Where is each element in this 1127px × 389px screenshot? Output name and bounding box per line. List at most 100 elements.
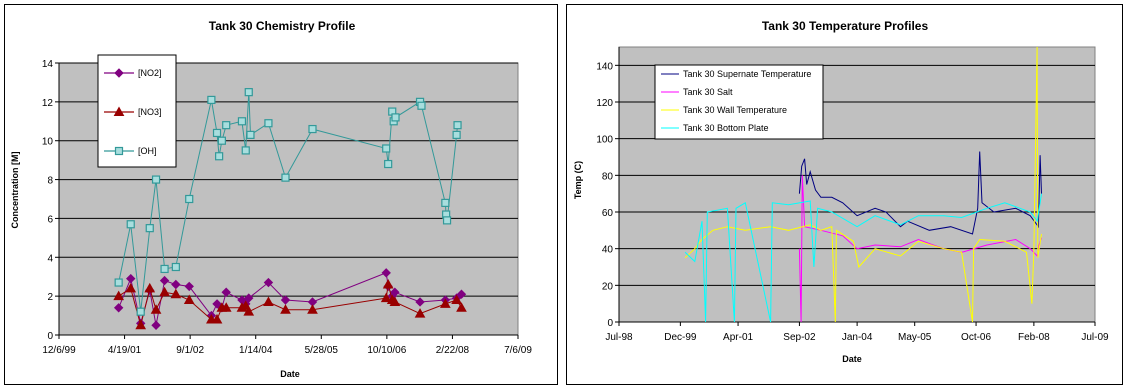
data-point <box>415 297 425 307</box>
data-point <box>241 146 250 155</box>
data-point <box>144 282 156 293</box>
data-point <box>183 294 195 305</box>
data-point <box>113 303 124 313</box>
series-line <box>798 151 1042 235</box>
data-point <box>150 304 162 314</box>
series-line <box>684 193 1042 323</box>
legend-label: [NO3] <box>138 107 162 117</box>
data-point <box>159 275 170 286</box>
y-tick-label: 140 <box>596 61 613 72</box>
y-tick-label: 2 <box>47 292 53 303</box>
y-tick-label: 12 <box>42 98 54 109</box>
chart-title: Tank 30 Chemistry Profile <box>209 19 356 33</box>
data-point <box>212 299 222 309</box>
y-tick-label: 20 <box>602 281 614 292</box>
data-point <box>456 289 467 299</box>
y-axis-label: Temp (C) <box>573 161 583 199</box>
data-point <box>136 307 145 316</box>
data-point <box>264 119 273 128</box>
data-point <box>171 279 181 290</box>
data-point <box>237 117 247 126</box>
data-point <box>417 101 426 110</box>
x-tick-label: 9/1/02 <box>176 345 204 356</box>
series-line <box>798 175 1042 323</box>
data-point <box>126 220 135 229</box>
y-tick-label: 6 <box>47 214 53 225</box>
x-tick-label: 7/6/09 <box>504 345 532 356</box>
x-tick-label: 4/19/01 <box>108 345 142 356</box>
data-point <box>185 194 194 204</box>
x-tick-label: Oct-06 <box>961 332 991 343</box>
y-tick-label: 80 <box>602 171 614 182</box>
legend-box <box>654 64 824 140</box>
legend-label: [NO2] <box>138 68 162 78</box>
data-point <box>207 95 216 105</box>
x-tick-label: 10/10/06 <box>367 345 406 356</box>
y-tick-label: 60 <box>602 208 614 219</box>
x-tick-label: 2/22/08 <box>436 345 470 356</box>
data-point <box>456 302 467 312</box>
data-point <box>215 152 224 161</box>
data-point <box>280 304 291 314</box>
data-point <box>451 294 462 305</box>
data-point <box>126 273 136 284</box>
y-tick-label: 0 <box>607 318 613 329</box>
chart-title: Tank 30 Temperature Profiles <box>762 19 929 33</box>
data-point <box>441 198 450 207</box>
y-tick-label: 40 <box>602 245 614 256</box>
data-point <box>240 300 252 310</box>
data-point <box>220 302 232 312</box>
y-tick-label: 0 <box>47 331 53 342</box>
y-tick-label: 8 <box>47 176 53 187</box>
x-axis-label: Date <box>280 369 300 379</box>
x-tick-label: 1/14/04 <box>239 345 273 356</box>
x-tick-label: Feb-08 <box>1018 332 1050 343</box>
data-point <box>382 144 391 153</box>
data-point <box>151 320 161 330</box>
data-point <box>113 106 125 116</box>
data-point <box>382 278 394 289</box>
y-tick-label: 4 <box>47 253 53 264</box>
x-tick-label: Apr-01 <box>723 332 753 343</box>
data-point <box>217 136 226 145</box>
data-point <box>308 124 317 134</box>
legend-label: [OH] <box>138 146 157 156</box>
x-axis-label: Date <box>842 354 862 364</box>
data-point <box>159 286 170 297</box>
data-point <box>114 278 123 287</box>
data-point <box>307 304 318 314</box>
data-point <box>389 296 401 306</box>
data-point <box>439 298 451 308</box>
data-point <box>114 68 124 78</box>
data-point <box>171 262 180 272</box>
y-tick-label: 10 <box>42 137 54 148</box>
chemistry-chart: Tank 30 Chemistry Profile Date Concentra… <box>10 19 532 379</box>
data-point <box>212 128 222 138</box>
data-point <box>244 293 254 303</box>
chemistry-chart-panel: Tank 30 Chemistry Profile Date Concentra… <box>4 4 558 385</box>
data-point <box>452 130 461 139</box>
data-point <box>390 287 400 297</box>
temperature-chart-panel: Tank 30 Temperature Profiles Date Temp (… <box>566 4 1123 385</box>
data-point <box>114 146 124 156</box>
data-point <box>263 296 274 306</box>
data-point <box>221 287 231 297</box>
data-point <box>453 121 462 130</box>
data-point <box>381 268 391 278</box>
data-point <box>243 306 255 316</box>
data-point <box>414 308 426 318</box>
data-point <box>380 292 392 303</box>
x-tick-label: 5/28/05 <box>305 345 339 356</box>
data-point <box>135 319 147 330</box>
data-point <box>280 295 291 305</box>
data-point <box>170 288 182 299</box>
legend-label: Tank 30 Wall Temperature <box>683 105 787 115</box>
data-point <box>281 173 290 182</box>
data-point <box>113 290 125 301</box>
x-tick-label: Jul-98 <box>605 332 633 343</box>
temperature-chart: Tank 30 Temperature Profiles Date Temp (… <box>573 19 1109 364</box>
data-point <box>263 277 274 288</box>
data-point <box>145 224 154 233</box>
data-point <box>125 282 137 293</box>
y-tick-label: 14 <box>42 59 54 70</box>
